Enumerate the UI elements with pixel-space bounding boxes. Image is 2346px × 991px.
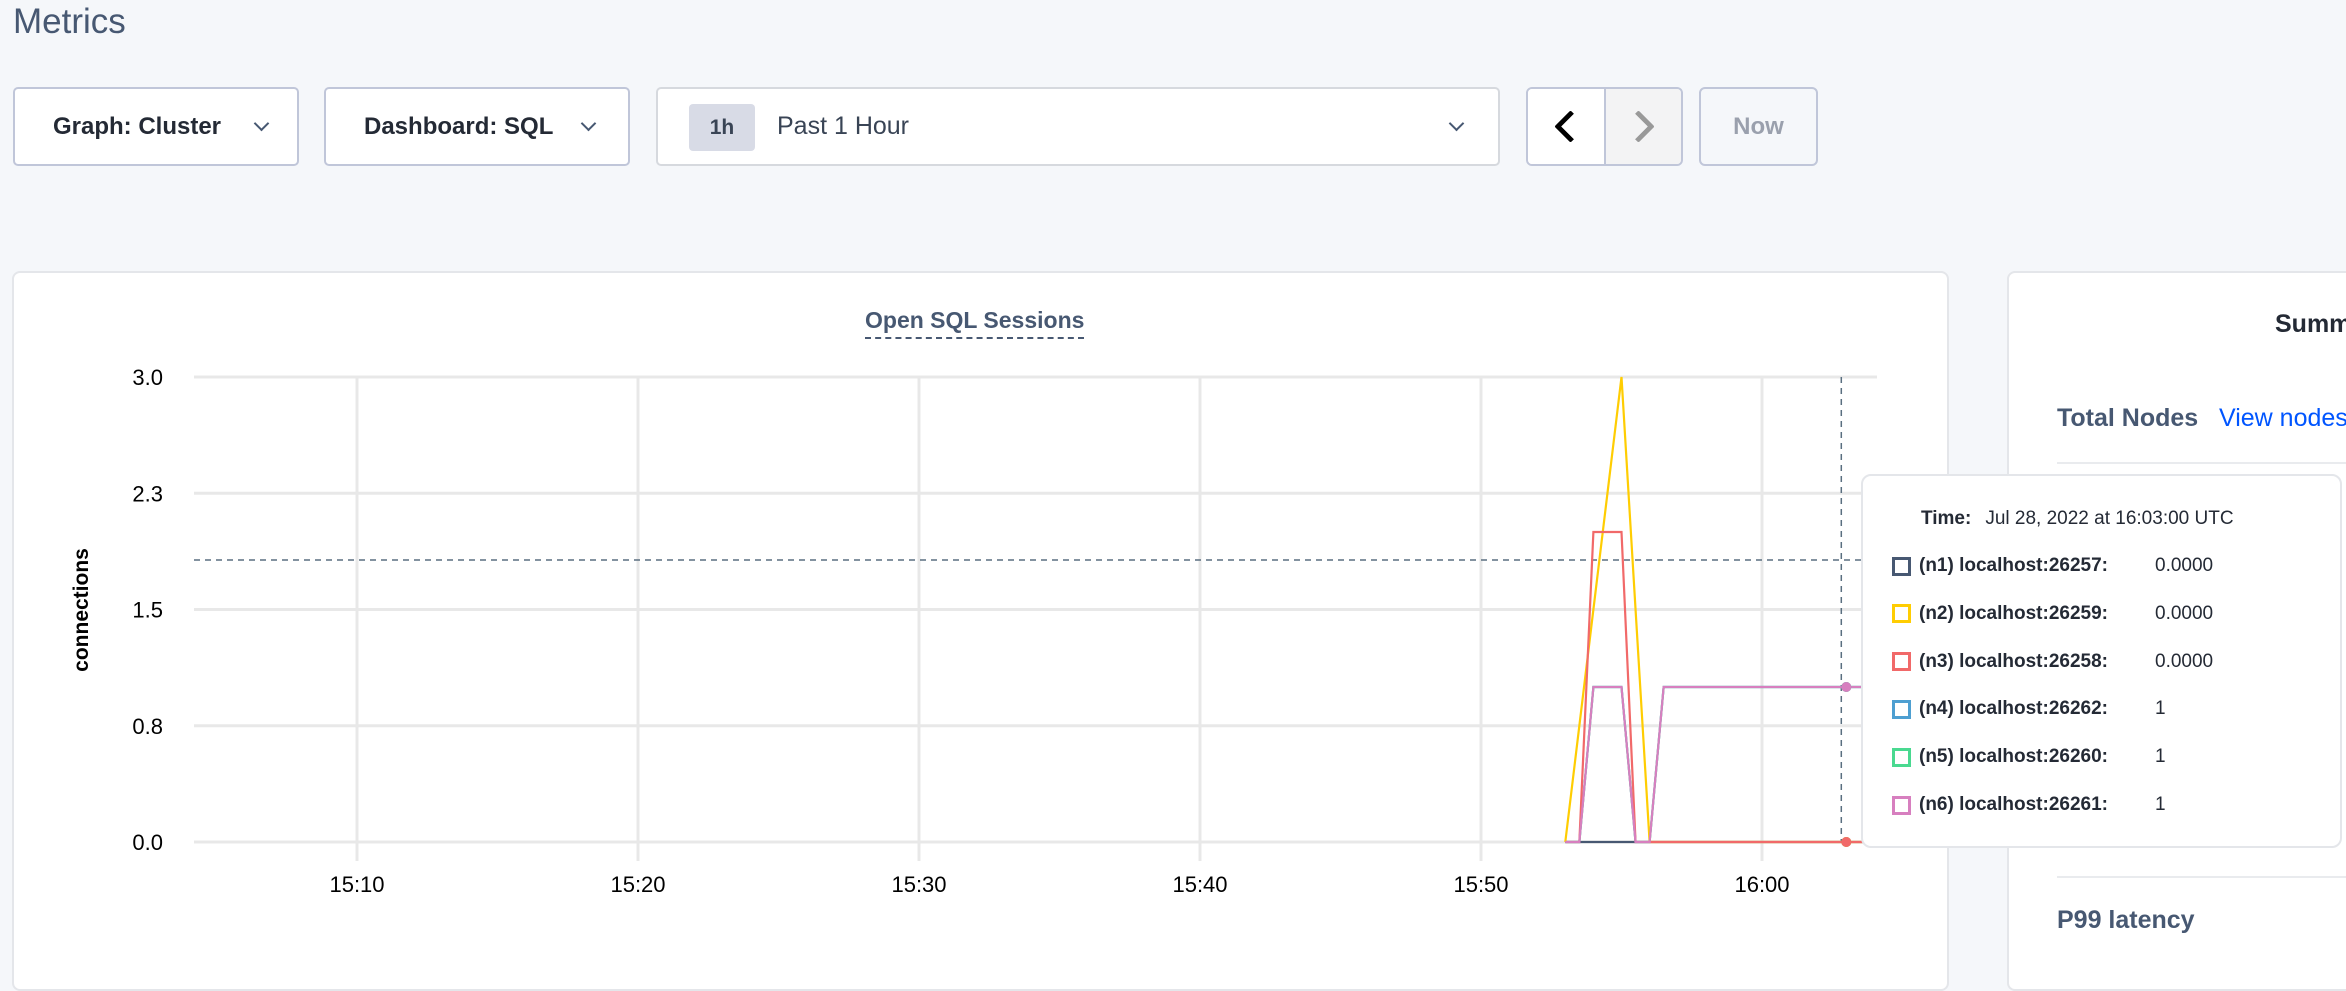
tooltip-row: (n2) localhost:26259: 0.0000: [1892, 603, 2213, 625]
tooltip-row: (n6) localhost:26261: 1: [1892, 794, 2166, 816]
time-navigation: [1526, 87, 1683, 166]
total-nodes-label: Total Nodes: [2057, 404, 2199, 432]
chart-title[interactable]: Open SQL Sessions: [865, 307, 1085, 339]
tooltip-series-name: (n4) localhost:26262:: [1919, 698, 2108, 720]
next-time-button[interactable]: [1605, 89, 1681, 164]
tooltip-series-value: 0.0000: [2155, 555, 2214, 576]
now-button[interactable]: Now: [1699, 87, 1818, 166]
series-swatch-icon: [1892, 747, 1911, 767]
x-tick-label: 15:10: [329, 872, 384, 897]
x-tick-label: 15:30: [891, 872, 946, 897]
chart-tooltip: Time: Jul 28, 2022 at 16:03:00 UTC (n1) l…: [1861, 474, 2342, 848]
tooltip-series-value: 0.0000: [2155, 650, 2214, 672]
tooltip-series-name: (n3) localhost:26258:: [1919, 650, 2108, 672]
y-tick-label: 0.8: [132, 714, 163, 739]
tooltip-series-name: (n2) localhost:26259:: [1919, 602, 2108, 624]
series-line-3: [1565, 685, 1875, 844]
tooltip-series-name: (n5) localhost:26260:: [1919, 746, 2108, 768]
series-line-2: [1565, 685, 1875, 844]
tooltip-row: (n3) localhost:26258: 0.0000: [1892, 651, 2213, 673]
series-swatch-icon: [1892, 652, 1911, 672]
series-swatch-icon: [1892, 795, 1911, 815]
tooltip-series-name: (n6) localhost:26261:: [1919, 794, 2108, 815]
time-range-dropdown[interactable]: 1h Past 1 Hour: [656, 87, 1500, 166]
tooltip-series-value: 1: [2155, 746, 2166, 768]
page-title: Metrics: [13, 2, 126, 41]
y-tick-label: 0.0: [132, 830, 163, 855]
tooltip-series-value: 1: [2155, 794, 2166, 815]
x-tick-label: 15:40: [1172, 872, 1227, 897]
dashboard-dropdown[interactable]: Dashboard: SQL: [324, 87, 630, 166]
tooltip-series-value: 1: [2155, 698, 2166, 720]
graph-dropdown[interactable]: Graph: Cluster: [13, 87, 299, 166]
previous-time-button[interactable]: [1528, 89, 1606, 164]
y-tick-label: 3.0: [132, 365, 163, 390]
series-swatch-icon: [1892, 604, 1911, 624]
series-swatch-icon: [1892, 699, 1911, 719]
hover-point: [1841, 837, 1852, 847]
x-tick-label: 15:20: [610, 872, 665, 897]
tooltip-row: (n1) localhost:26257: 0.0000: [1892, 555, 2213, 577]
time-range-badge: 1h: [689, 104, 755, 151]
series-line-6: [1565, 685, 1875, 844]
tooltip-row: (n4) localhost:26262: 1: [1892, 698, 2166, 720]
p99-latency-label: P99 latency: [2057, 906, 2195, 934]
view-nodes-link[interactable]: View nodes: [2219, 404, 2346, 432]
graph-dropdown-label: Graph: Cluster: [53, 112, 222, 140]
tooltip-row: (n5) localhost:26260: 1: [1892, 746, 2166, 768]
tooltip-time: Time: Jul 28, 2022 at 16:03:00 UTC: [1921, 508, 2234, 529]
y-tick-label: 2.3: [132, 481, 163, 506]
summary-title: Summary: [2275, 310, 2346, 338]
tooltip-series-name: (n1) localhost:26257:: [1919, 555, 2108, 576]
series-swatch-icon: [1892, 556, 1911, 576]
time-range-label: Past 1 Hour: [777, 112, 910, 140]
x-tick-label: 15:50: [1453, 872, 1508, 897]
tooltip-series-value: 0.0000: [2155, 602, 2214, 624]
x-tick-label: 16:00: [1734, 872, 1789, 897]
dashboard-dropdown-label: Dashboard: SQL: [364, 112, 554, 140]
divider: [2057, 462, 2346, 464]
divider: [2057, 876, 2346, 878]
y-tick-label: 1.5: [132, 598, 163, 623]
hover-point: [1841, 682, 1852, 692]
